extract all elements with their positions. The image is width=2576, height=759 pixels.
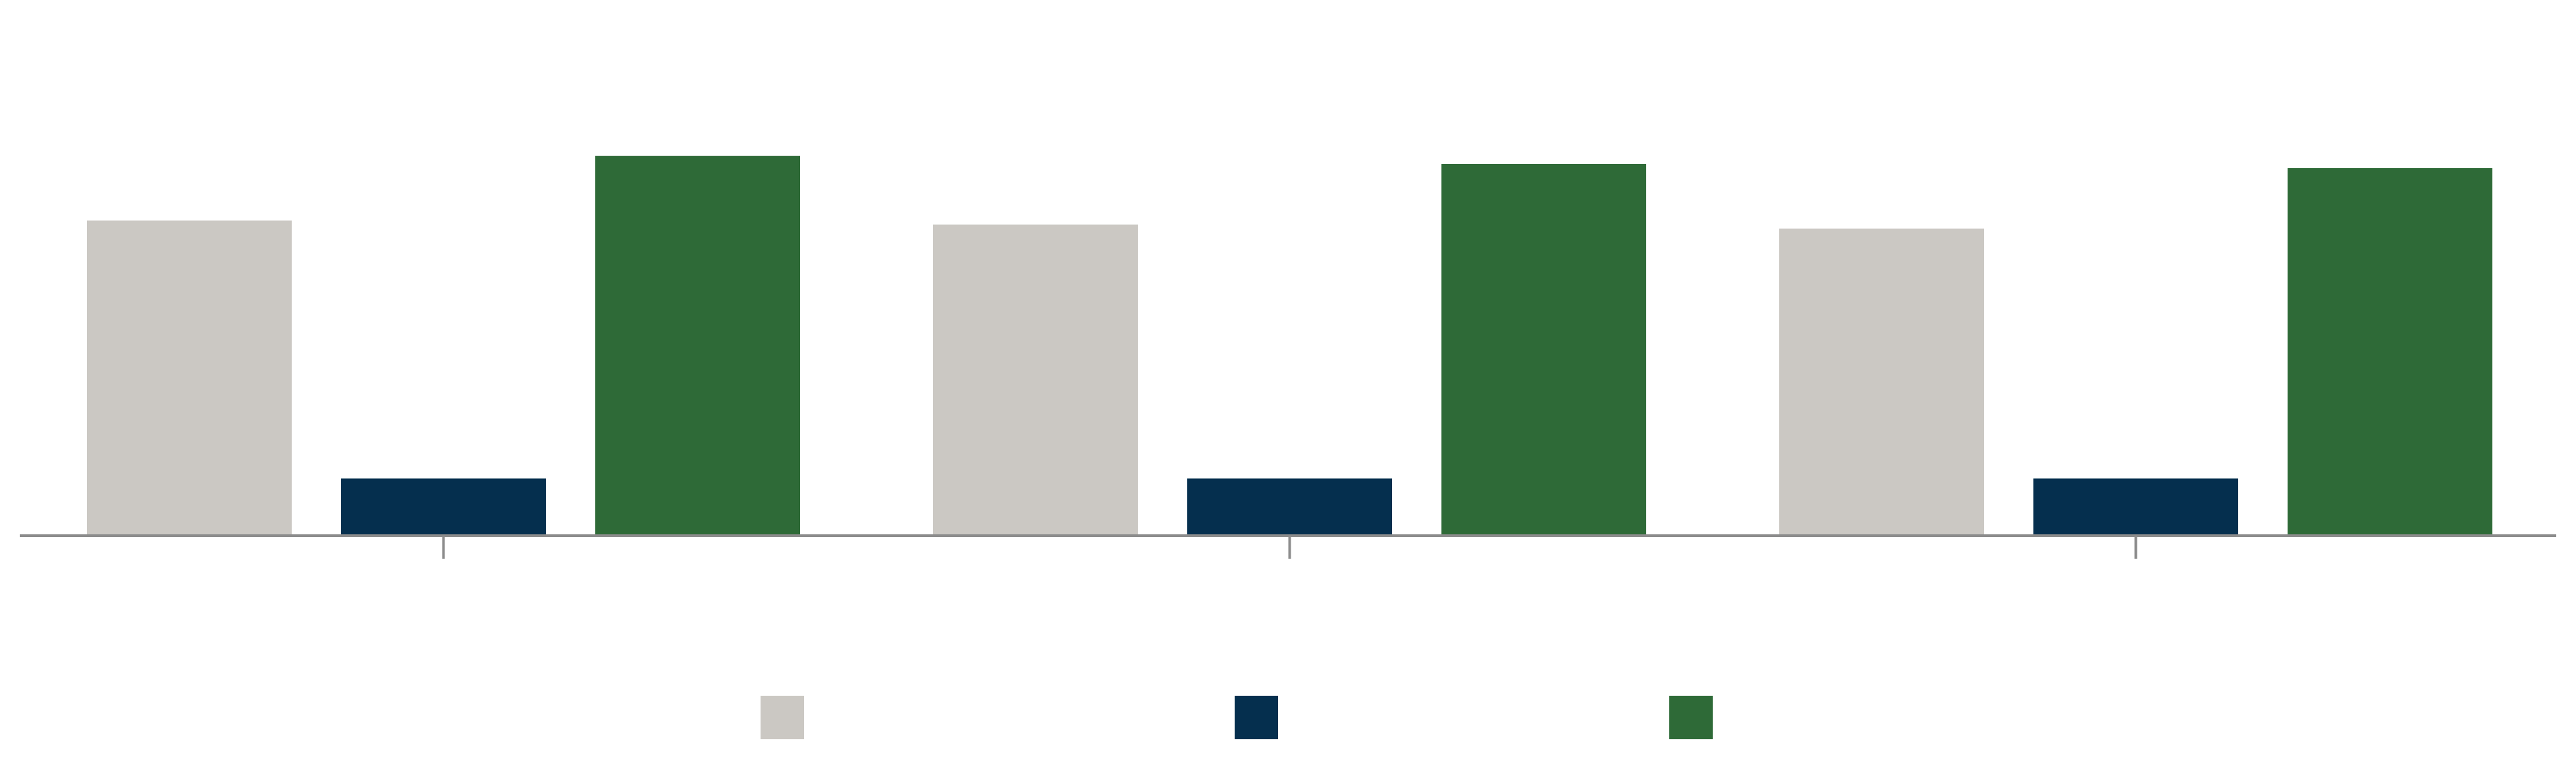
legend (761, 696, 1713, 739)
bar-s2-g1 (341, 478, 546, 535)
bar-s1-g3 (1779, 228, 1984, 535)
bar-s2-g3 (2033, 478, 2238, 535)
bar-s3-g3 (2288, 168, 2492, 535)
bar-s1-g2 (933, 224, 1138, 535)
bars-layer (87, 155, 2492, 536)
bar-s3-g2 (1441, 163, 1646, 535)
legend-swatch-1 (761, 696, 804, 739)
bar-s1-g1 (87, 220, 292, 535)
bar-s3-g1 (595, 155, 800, 536)
legend-swatch-2 (1235, 696, 1278, 739)
legend-swatch-3 (1669, 696, 1713, 739)
x-axis (20, 534, 2556, 559)
bar-s2-g2 (1187, 478, 1392, 535)
